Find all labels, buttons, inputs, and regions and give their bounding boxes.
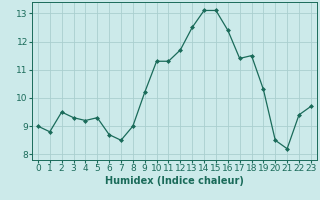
X-axis label: Humidex (Indice chaleur): Humidex (Indice chaleur) (105, 176, 244, 186)
